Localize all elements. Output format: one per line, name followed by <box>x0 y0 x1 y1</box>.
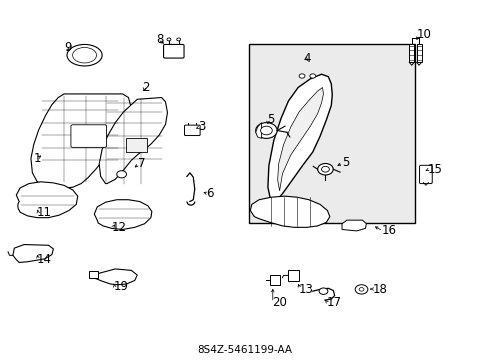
Circle shape <box>299 74 305 78</box>
Polygon shape <box>91 269 137 285</box>
Polygon shape <box>13 244 53 262</box>
Circle shape <box>317 163 332 175</box>
Text: 8S4Z-5461199-AA: 8S4Z-5461199-AA <box>197 345 291 355</box>
Text: 20: 20 <box>271 296 286 309</box>
Circle shape <box>358 288 363 291</box>
Polygon shape <box>16 182 78 218</box>
Circle shape <box>176 38 180 41</box>
Circle shape <box>260 126 272 135</box>
Circle shape <box>354 285 367 294</box>
Text: 6: 6 <box>206 187 214 200</box>
Bar <box>126 138 147 152</box>
Text: 13: 13 <box>299 283 313 296</box>
Text: 3: 3 <box>198 121 205 134</box>
Text: 12: 12 <box>112 221 126 234</box>
Circle shape <box>321 166 329 172</box>
Bar <box>416 44 421 62</box>
Text: 17: 17 <box>326 296 341 309</box>
FancyBboxPatch shape <box>419 165 431 184</box>
Polygon shape <box>255 123 261 138</box>
Circle shape <box>117 171 126 178</box>
Polygon shape <box>94 200 152 229</box>
Bar <box>249 44 414 223</box>
Text: 8: 8 <box>157 33 164 46</box>
Text: 15: 15 <box>427 163 442 176</box>
Circle shape <box>166 38 170 41</box>
Text: 16: 16 <box>381 224 396 238</box>
Bar <box>288 270 299 281</box>
Bar <box>89 271 98 278</box>
Text: 2: 2 <box>142 81 149 94</box>
Circle shape <box>255 123 277 138</box>
FancyBboxPatch shape <box>71 125 106 147</box>
Text: 10: 10 <box>416 28 431 41</box>
Polygon shape <box>277 87 323 191</box>
Polygon shape <box>250 196 329 227</box>
Bar <box>408 44 413 62</box>
Text: 5: 5 <box>341 156 349 169</box>
Text: 9: 9 <box>64 41 71 54</box>
Circle shape <box>309 74 315 78</box>
Text: 5: 5 <box>266 113 274 126</box>
Text: 18: 18 <box>371 283 386 296</box>
Text: 1: 1 <box>34 152 41 165</box>
Text: 11: 11 <box>37 207 52 220</box>
Text: 19: 19 <box>114 280 128 293</box>
FancyBboxPatch shape <box>163 44 183 58</box>
Text: 4: 4 <box>303 51 310 64</box>
Polygon shape <box>99 98 167 184</box>
Polygon shape <box>341 220 366 231</box>
Ellipse shape <box>73 48 96 63</box>
Ellipse shape <box>67 44 102 66</box>
Polygon shape <box>267 74 331 203</box>
Text: 14: 14 <box>37 253 52 266</box>
Text: 7: 7 <box>138 157 145 170</box>
Circle shape <box>319 288 327 294</box>
Polygon shape <box>31 94 131 188</box>
Bar <box>269 275 279 285</box>
FancyBboxPatch shape <box>184 125 200 135</box>
